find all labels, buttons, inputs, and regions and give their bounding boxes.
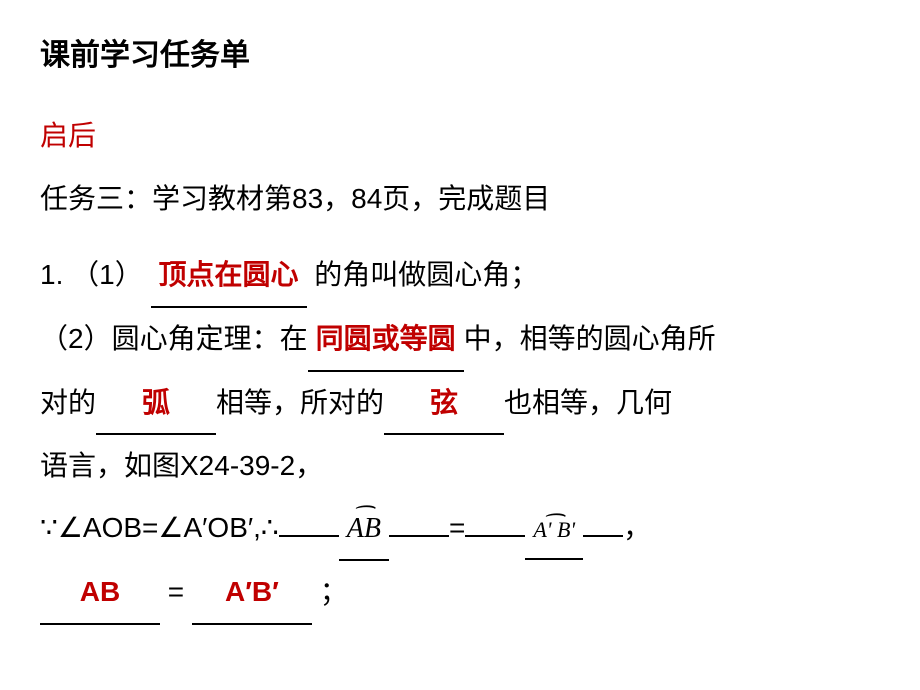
part2-text5: 语言，如图X24-39-2， bbox=[40, 450, 323, 481]
equation-line-1: ∵∠AOB=∠A′OB′,∴ AB = A' B' ， bbox=[40, 497, 880, 562]
part1-answer: 顶点在圆心 bbox=[159, 259, 299, 290]
part2-answer2: 弧 bbox=[142, 387, 170, 418]
part2-text3: 相等，所对的 bbox=[216, 387, 384, 418]
line2-answer2: A′B′ bbox=[225, 576, 279, 607]
page-title: 课前学习任务单 bbox=[40, 30, 880, 74]
arc-ab-prime: A' B' bbox=[533, 506, 575, 554]
arc-ab: AB bbox=[347, 498, 381, 560]
part2-prefix: 圆心角定理：在 bbox=[112, 323, 308, 354]
part2-text1: 中，相等的圆心角所 bbox=[464, 323, 716, 354]
part2-text4: 也相等，几何 bbox=[504, 387, 672, 418]
question-number: 1. bbox=[40, 259, 63, 290]
line2-suffix: ； bbox=[320, 576, 348, 607]
question-line-3: 对的 弧 相等，所对的 弦 也相等，几何 bbox=[40, 372, 880, 436]
part2-text2: 对的 bbox=[40, 387, 96, 418]
equals-1: = bbox=[449, 512, 465, 543]
part2-number: （2） bbox=[40, 323, 112, 354]
equation-prefix: ∵∠AOB=∠A′OB′,∴ bbox=[40, 512, 279, 543]
section-heading: 启后 bbox=[40, 114, 880, 154]
equals-2: = bbox=[168, 576, 184, 607]
part1-text: 的角叫做圆心角； bbox=[314, 259, 538, 290]
line2-answer1: AB bbox=[80, 576, 120, 607]
question-line-4: 语言，如图X24-39-2， bbox=[40, 435, 880, 497]
comma-1: ， bbox=[623, 512, 651, 543]
part2-answer3: 弦 bbox=[430, 387, 458, 418]
part1-number: （1） bbox=[71, 259, 143, 290]
equation-line-2: AB = A′B′ ； bbox=[40, 561, 880, 625]
part2-answer1: 同圆或等圆 bbox=[316, 323, 456, 354]
question-line-2: （2）圆心角定理：在同圆或等圆中，相等的圆心角所 bbox=[40, 308, 880, 372]
task-intro: 任务三：学习教材第83，84页，完成题目 bbox=[40, 174, 880, 224]
question-line-1: 1. （1） 顶点在圆心 的角叫做圆心角； bbox=[40, 244, 880, 308]
